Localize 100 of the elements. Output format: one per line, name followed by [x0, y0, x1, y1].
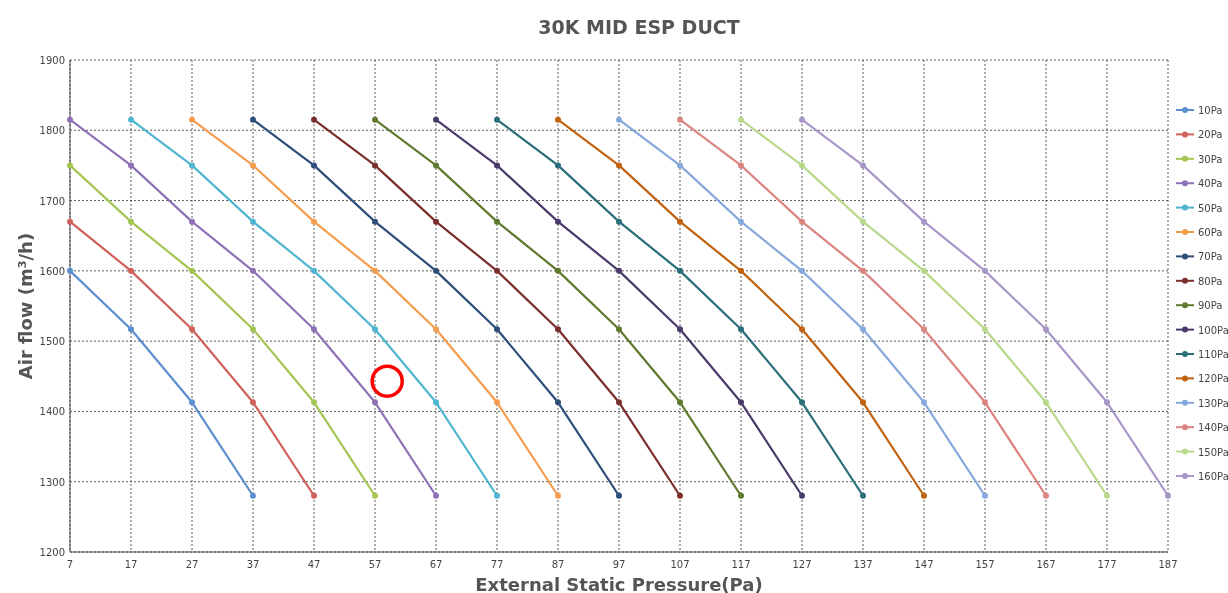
point	[921, 267, 927, 274]
point	[1043, 399, 1049, 406]
legend-label: 160Pa	[1198, 471, 1228, 482]
y-tick-label: 1900	[39, 55, 65, 66]
legend-label: 60Pa	[1198, 227, 1223, 238]
point	[799, 267, 805, 274]
point	[738, 326, 744, 333]
point	[372, 492, 378, 499]
point	[677, 326, 683, 333]
y-tick-label: 1400	[39, 406, 65, 418]
point	[67, 162, 73, 169]
y-tick-label: 1300	[39, 476, 65, 488]
point	[677, 162, 683, 169]
point	[555, 162, 561, 169]
x-tick-label: 57	[368, 559, 382, 570]
point	[128, 267, 134, 274]
point	[982, 267, 988, 274]
point	[250, 267, 256, 274]
point	[250, 326, 256, 333]
point	[1165, 492, 1171, 499]
point	[494, 399, 500, 406]
y-tick-label: 1500	[39, 336, 65, 348]
point	[250, 162, 256, 169]
point	[311, 492, 317, 499]
legend-label: 100Pa	[1198, 324, 1228, 336]
y-tick-label: 1200	[39, 547, 65, 558]
x-tick-label: 67	[429, 559, 443, 570]
point	[1104, 492, 1110, 499]
y-tick-label: 1800	[39, 125, 65, 137]
point	[311, 267, 317, 274]
point	[555, 492, 561, 499]
point	[555, 326, 561, 333]
legend-label: 30Pa	[1198, 153, 1223, 165]
point	[189, 326, 195, 333]
point	[982, 492, 988, 499]
legend-label: 90Pa	[1198, 300, 1223, 312]
y-tick-label: 1600	[39, 265, 65, 277]
point	[860, 218, 866, 225]
point	[372, 116, 378, 123]
legend-label: 120Pa	[1198, 373, 1228, 385]
point	[250, 492, 256, 499]
point	[677, 267, 683, 274]
point	[250, 218, 256, 225]
point	[67, 116, 73, 123]
point	[738, 492, 744, 499]
point	[189, 218, 195, 225]
point	[555, 218, 561, 225]
point	[799, 399, 805, 406]
y-axis-title: Air flow (m³/h)	[15, 232, 36, 380]
legend-label: 20Pa	[1198, 129, 1223, 141]
point	[311, 326, 317, 333]
point	[799, 326, 805, 333]
point	[189, 267, 195, 274]
point	[982, 399, 988, 406]
point	[677, 492, 683, 499]
point	[311, 162, 317, 169]
point	[433, 162, 439, 169]
point	[433, 492, 439, 499]
legend-label: 80Pa	[1198, 275, 1223, 287]
x-tick-label: 47	[307, 559, 321, 570]
x-tick-label: 147	[914, 559, 934, 570]
x-tick-label: 157	[975, 559, 995, 570]
legend-label: 140Pa	[1198, 422, 1228, 434]
point	[616, 399, 622, 406]
point	[494, 162, 500, 169]
y-tick-label: 1700	[39, 195, 65, 207]
point	[921, 326, 927, 333]
legend-label: 150Pa	[1198, 446, 1228, 458]
point	[1043, 326, 1049, 333]
point	[67, 267, 73, 274]
point	[189, 162, 195, 169]
point	[128, 326, 134, 333]
point	[433, 218, 439, 225]
point	[860, 399, 866, 406]
x-tick-label: 87	[551, 559, 565, 570]
x-tick-label: 107	[670, 559, 690, 570]
chart-title: 30K MID ESP DUCT	[538, 16, 740, 38]
point	[128, 116, 134, 123]
point	[616, 326, 622, 333]
point	[311, 116, 317, 123]
point	[494, 218, 500, 225]
point	[372, 267, 378, 274]
legend-label: 110Pa	[1198, 349, 1228, 360]
point	[738, 267, 744, 274]
point	[982, 326, 988, 333]
x-tick-label: 37	[246, 559, 260, 570]
point	[128, 218, 134, 225]
point	[555, 399, 561, 406]
point	[616, 267, 622, 274]
point	[311, 399, 317, 406]
legend-label: 130Pa	[1198, 397, 1228, 409]
x-tick-label: 97	[612, 559, 626, 570]
point	[250, 399, 256, 406]
point	[433, 267, 439, 274]
x-tick-label: 27	[185, 559, 199, 570]
point	[250, 116, 256, 123]
point	[433, 116, 439, 123]
x-tick-label: 137	[853, 559, 873, 570]
point	[860, 492, 866, 499]
x-tick-label: 167	[1036, 559, 1056, 570]
